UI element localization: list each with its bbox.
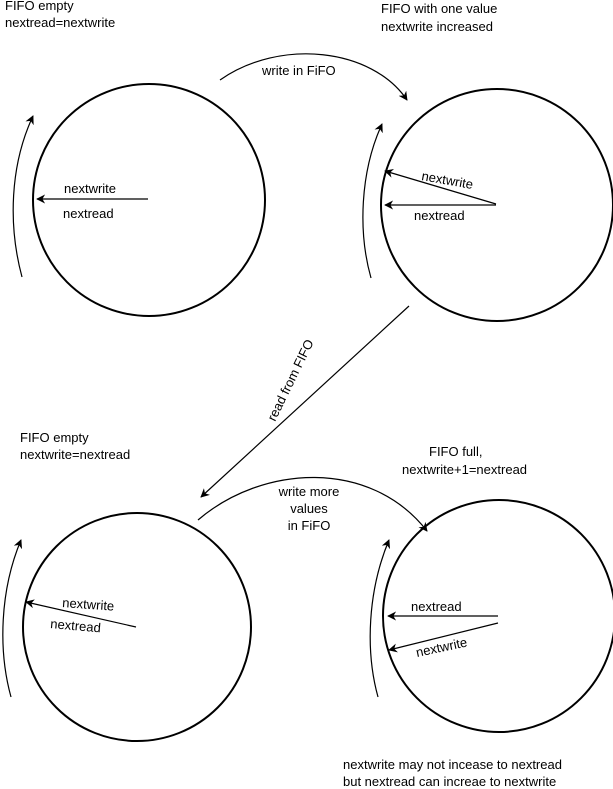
pointer-arrow-nextwrite bbox=[25, 599, 137, 628]
state-condition: nextwrite=nextread bbox=[20, 447, 130, 462]
state-title: FIFO empty bbox=[5, 0, 74, 13]
rotation-direction-arrow bbox=[12, 115, 34, 278]
ring-buffer-circle bbox=[32, 83, 266, 317]
pointer-label-nextwrite: nextwrite bbox=[420, 168, 474, 192]
transition-read-from-fifo: read from FIFO bbox=[200, 305, 410, 498]
ring-buffer-circle bbox=[22, 512, 252, 742]
state-condition: nextwrite+1=nextread bbox=[402, 462, 527, 477]
transition-label: write in FiFO bbox=[261, 63, 336, 78]
state-title: FIFO full, bbox=[429, 444, 482, 459]
state-condition: nextwrite increased bbox=[381, 19, 493, 34]
rotation-direction-arrow bbox=[369, 539, 391, 698]
transition-label-line: write more bbox=[278, 484, 340, 499]
pointer-label-nextread: nextread bbox=[414, 208, 465, 223]
state-fifo-empty-after-read: FIFO empty nextwrite=nextread nextwrite … bbox=[2, 430, 252, 742]
pointer-label-nextread: nextread bbox=[411, 599, 462, 614]
ring-buffer-circle bbox=[382, 499, 613, 733]
state-fifo-full: FIFO full, nextwrite+1=nextread nextread… bbox=[369, 444, 613, 733]
transition-write-in-fifo: write in FiFO bbox=[219, 53, 408, 101]
transition-write-more-values: write more values in FiFO bbox=[197, 476, 428, 533]
pointer-arrow-nextwrite bbox=[388, 622, 499, 653]
transition-arrow bbox=[200, 305, 410, 498]
rotation-direction-arrow bbox=[2, 539, 23, 698]
transition-label-line: in FiFO bbox=[288, 518, 331, 533]
pointer-label-nextread: nextread bbox=[63, 206, 114, 221]
state-condition: nextread=nextwrite bbox=[5, 15, 115, 30]
state-title: FIFO empty bbox=[20, 430, 89, 445]
transition-label-line: values bbox=[290, 501, 328, 516]
transition-label: read from FIFO bbox=[264, 337, 316, 423]
transition-arrow bbox=[197, 476, 428, 532]
state-title: FIFO with one value bbox=[381, 1, 497, 16]
state-fifo-empty-initial: FIFO empty nextread=nextwrite nextwrite … bbox=[5, 0, 266, 317]
ring-buffer-circle bbox=[380, 88, 613, 322]
pointer-label-nextwrite: nextwrite bbox=[415, 634, 469, 659]
footnote-line: nextwrite may not incease to nextread bbox=[343, 757, 562, 772]
footnote: nextwrite may not incease to nextread bu… bbox=[343, 757, 562, 789]
state-fifo-one-value: FIFO with one value nextwrite increased … bbox=[362, 1, 613, 322]
pointer-label-nextread: nextread bbox=[50, 616, 102, 635]
footnote-line: but nextread can increae to nextwrite bbox=[343, 774, 556, 789]
transition-arrow bbox=[219, 53, 408, 101]
rotation-direction-arrow bbox=[362, 123, 383, 279]
pointer-label-nextwrite: nextwrite bbox=[62, 595, 115, 614]
pointer-label-nextwrite: nextwrite bbox=[64, 181, 116, 196]
pointer-arrow-nextwrite bbox=[384, 168, 497, 205]
